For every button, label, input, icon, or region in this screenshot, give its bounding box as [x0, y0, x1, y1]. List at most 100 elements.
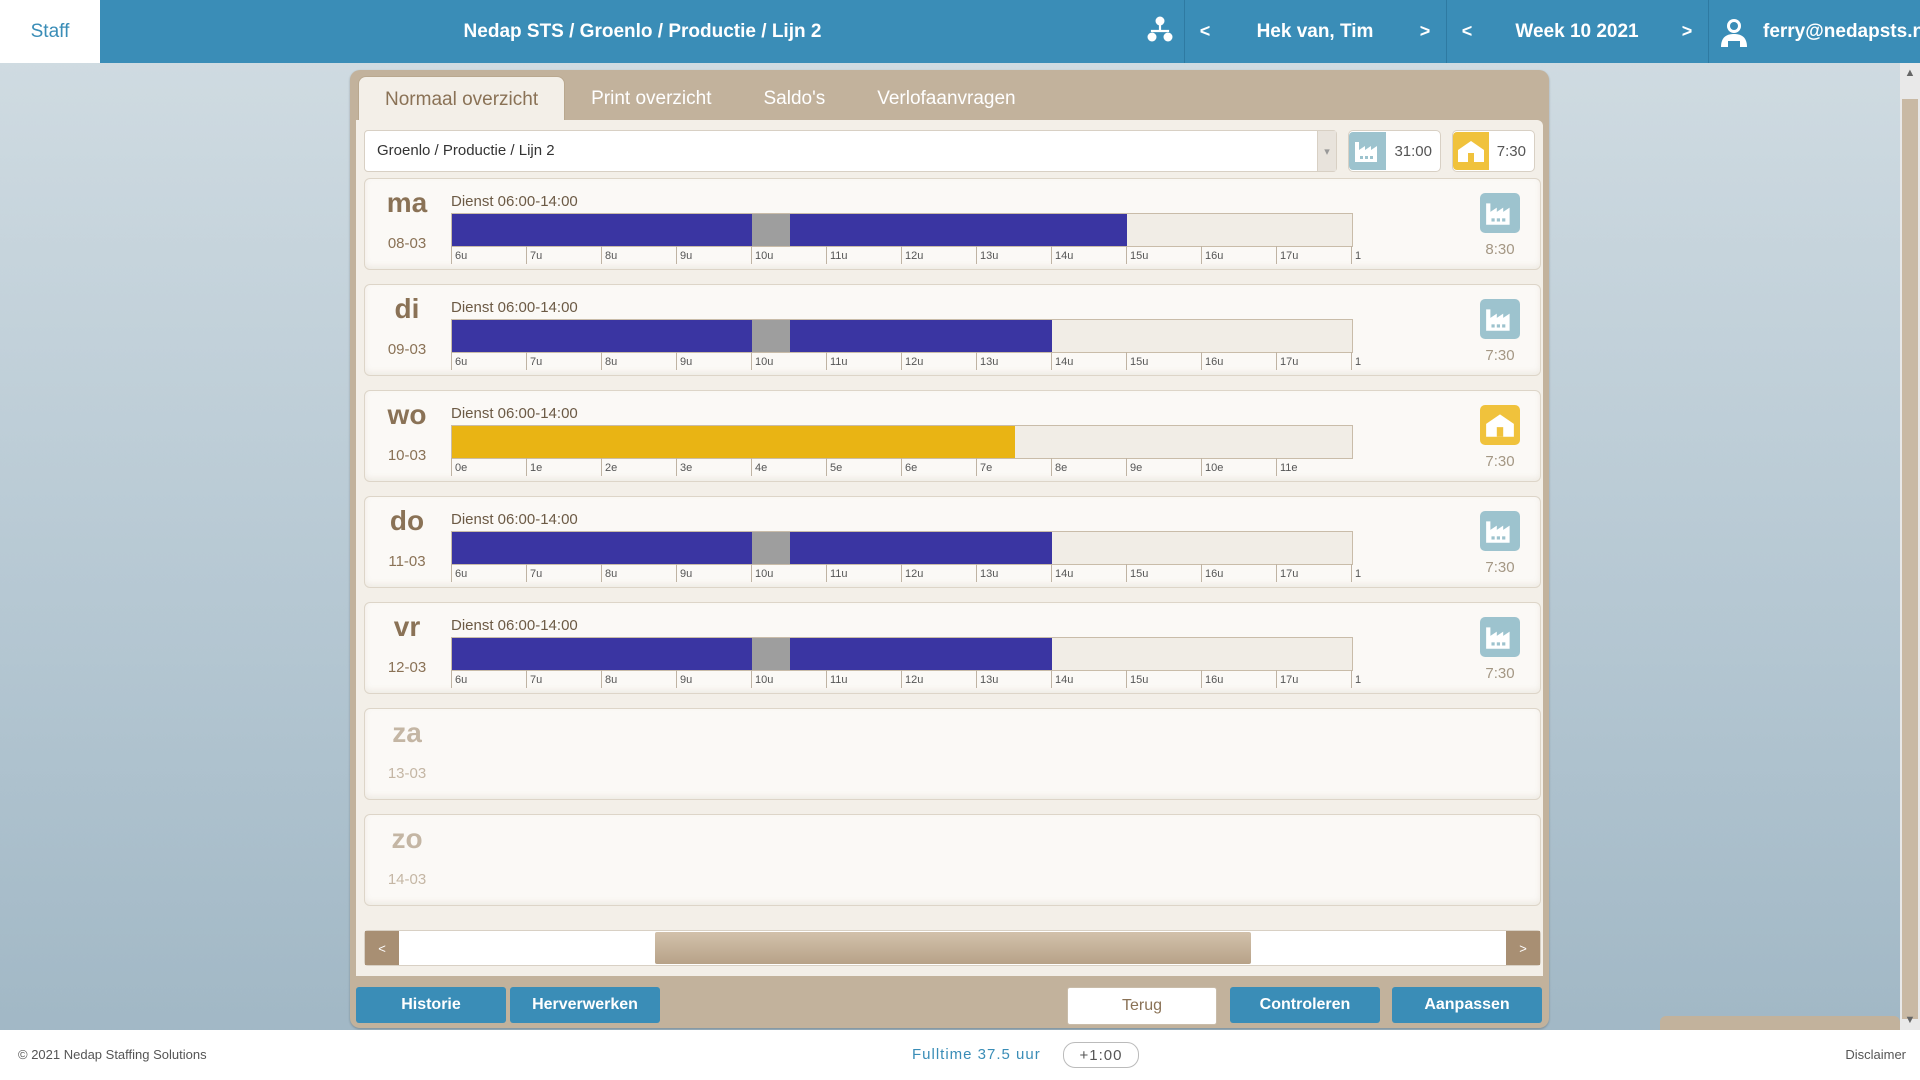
balance-badge: +1:00	[1063, 1042, 1139, 1068]
tick-label: 8u	[601, 564, 676, 582]
scroll-down-icon[interactable]: ▼	[1904, 1014, 1916, 1026]
panel-resize-handle[interactable]	[1660, 1016, 1900, 1030]
day-date: 13-03	[387, 765, 427, 782]
person-name[interactable]: Hek van, Tim	[1256, 20, 1374, 42]
day-row-za[interactable]: za 13-03	[364, 708, 1541, 800]
total-home-value: 7:30	[1496, 142, 1526, 160]
org-chart-icon	[1146, 15, 1174, 49]
tick-label: 10u	[751, 564, 826, 582]
home-icon[interactable]	[1480, 405, 1520, 445]
next-person-button[interactable]: >	[1419, 21, 1431, 41]
time-track[interactable]	[451, 637, 1353, 671]
time-track[interactable]	[451, 319, 1353, 353]
day-name: wo	[387, 399, 427, 430]
scroll-left-button[interactable]: <	[365, 931, 399, 965]
day-row-di[interactable]: di 09-03 Dienst 06:00-14:00 6u 7u 8u 9u 10u 11u 1…	[364, 284, 1541, 376]
scroll-up-icon[interactable]: ▲	[1904, 67, 1916, 79]
factory-icon[interactable]	[1480, 299, 1520, 339]
day-date: 09-03	[387, 341, 427, 358]
brand-link[interactable]: Staff	[0, 0, 100, 63]
week-label[interactable]: Week 10 2021	[1515, 20, 1639, 42]
time-track[interactable]	[451, 213, 1353, 247]
tick-label: 6u	[451, 564, 526, 582]
check-button[interactable]: Controleren	[1230, 987, 1380, 1023]
day-name: za	[392, 717, 422, 748]
shift-label: Dienst 06:00-14:00	[451, 511, 578, 528]
tick-label: 2e	[601, 458, 676, 476]
reprocess-button[interactable]: Herverwerken	[510, 987, 660, 1023]
scroll-right-button[interactable]: >	[1506, 931, 1540, 965]
day-row-ma[interactable]: ma 08-03 Dienst 06:00-14:00 6u 7u 8u 9u 10u 11u 1…	[364, 178, 1541, 270]
tick-label: 12u	[901, 246, 976, 264]
tick-label: 6u	[451, 352, 526, 370]
tick-label: 11u	[826, 670, 901, 688]
tick-label: 1	[1351, 670, 1426, 688]
user-email: ferry@nedapsts.nl	[1763, 20, 1920, 42]
adjust-button[interactable]: Aanpassen	[1392, 987, 1542, 1023]
history-button[interactable]: Historie	[356, 987, 506, 1023]
tick-label: 10u	[751, 352, 826, 370]
factory-icon[interactable]	[1480, 511, 1520, 551]
user-menu[interactable]: ferry@nedapsts.nl	[1709, 0, 1920, 63]
total-work-value: 31:00	[1394, 142, 1432, 160]
tick-label: 15u	[1126, 352, 1201, 370]
next-week-button[interactable]: >	[1681, 21, 1693, 41]
home-segment	[452, 426, 1015, 458]
tick-label: 16u	[1201, 670, 1276, 688]
disclaimer-link[interactable]: Disclaimer	[1845, 1047, 1906, 1062]
day-row-wo[interactable]: wo 10-03 Dienst 06:00-14:00 0e 1e 2e 3e 4e 5e 6e 7…	[364, 390, 1541, 482]
break-segment	[752, 638, 790, 670]
tick-label: 7u	[526, 670, 601, 688]
timesheet-panel: Normaal overzicht Print overzicht Saldo'…	[350, 70, 1549, 1028]
tick-label: 7u	[526, 246, 601, 264]
horizontal-scrollbar[interactable]: < >	[364, 930, 1541, 966]
tick-label: 14u	[1051, 564, 1126, 582]
factory-icon[interactable]	[1480, 617, 1520, 657]
day-row-vr[interactable]: vr 12-03 Dienst 06:00-14:00 6u 7u 8u 9u 10u 11u 1…	[364, 602, 1541, 694]
time-track[interactable]	[451, 425, 1353, 459]
day-hours: 7:30	[1485, 665, 1515, 682]
department-select[interactable]: Groenlo / Productie / Lijn 2 ▾	[364, 130, 1337, 172]
factory-icon[interactable]	[1480, 193, 1520, 233]
tick-row: 6u 7u 8u 9u 10u 11u 12u 13u 14u 15u 16u 17u 1	[451, 352, 1361, 372]
tick-row: 6u 7u 8u 9u 10u 11u 12u 13u 14u 15u 16u 17u 1	[451, 670, 1361, 690]
department-select-value: Groenlo / Productie / Lijn 2	[377, 142, 555, 159]
tick-label: 12u	[901, 564, 976, 582]
tick-label: 5e	[826, 458, 901, 476]
day-name: zo	[391, 823, 423, 854]
work-segment	[789, 214, 1127, 246]
tick-label: 17u	[1276, 564, 1351, 582]
scroll-thumb[interactable]	[655, 932, 1251, 964]
shift-label: Dienst 06:00-14:00	[451, 193, 578, 210]
day-row-do[interactable]: do 11-03 Dienst 06:00-14:00 6u 7u 8u 9u 10u 11u 1…	[364, 496, 1541, 588]
work-segment	[789, 532, 1052, 564]
total-work-hours: 31:00	[1348, 130, 1441, 172]
day-name: ma	[386, 187, 428, 218]
prev-week-button[interactable]: <	[1461, 21, 1473, 41]
day-hours: 7:30	[1485, 347, 1515, 364]
tick-label: 7u	[526, 564, 601, 582]
tab-balances[interactable]: Saldo's	[763, 88, 826, 109]
work-segment	[789, 320, 1052, 352]
vertical-scrollbar[interactable]: ▲ ▼	[1900, 63, 1920, 1030]
work-segment	[452, 638, 752, 670]
prev-person-button[interactable]: <	[1199, 21, 1211, 41]
tick-label: 11u	[826, 246, 901, 264]
tick-label: 8u	[601, 352, 676, 370]
tab-leave-requests[interactable]: Verlofaanvragen	[877, 88, 1016, 109]
work-segment	[452, 214, 752, 246]
org-chart-button[interactable]	[1135, 0, 1185, 63]
back-button[interactable]: Terug	[1067, 987, 1217, 1025]
day-date: 10-03	[387, 447, 427, 464]
work-segment	[789, 638, 1052, 670]
vertical-scroll-thumb[interactable]	[1902, 99, 1918, 1019]
tab-normal-overview[interactable]: Normaal overzicht	[358, 76, 566, 123]
tick-label: 13u	[976, 670, 1051, 688]
shift-label: Dienst 06:00-14:00	[451, 617, 578, 634]
tick-label: 17u	[1276, 670, 1351, 688]
chevron-down-icon[interactable]: ▾	[1317, 131, 1336, 171]
time-track[interactable]	[451, 531, 1353, 565]
day-name: di	[394, 293, 420, 324]
day-row-zo[interactable]: zo 14-03	[364, 814, 1541, 906]
tab-print-overview[interactable]: Print overzicht	[591, 88, 712, 109]
